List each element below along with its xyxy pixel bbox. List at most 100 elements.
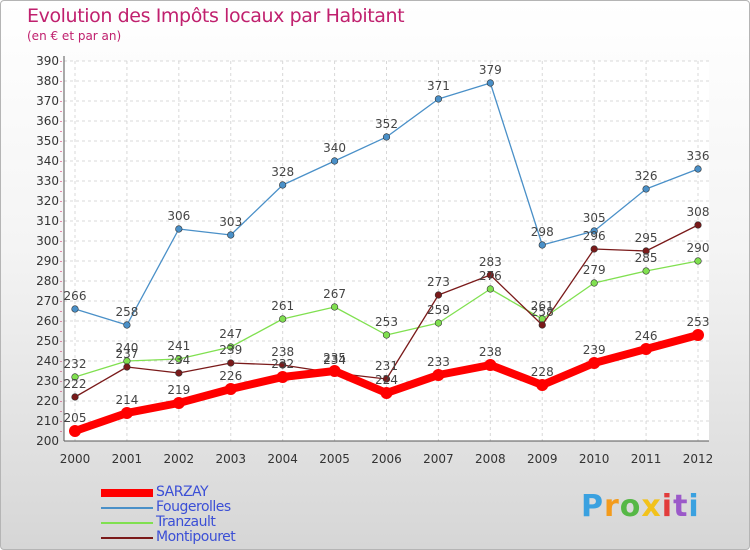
y-tick-label: 330 [36,174,59,188]
legend-swatch [101,507,153,509]
legend-item-fougerolles[interactable]: Fougerolles [101,499,301,515]
data-point [224,383,237,395]
logo-letter: i [661,489,674,524]
data-point [642,185,650,193]
data-label: 258 [531,305,554,319]
data-point [120,407,133,419]
y-tick-label: 300 [36,234,59,248]
data-label: 238 [271,345,294,359]
data-label: 379 [479,63,502,77]
legend-item-montipouret[interactable]: Montipouret [101,529,301,545]
data-point [227,343,235,351]
data-label: 238 [479,345,502,359]
y-tick-label: 370 [36,94,59,108]
data-label: 267 [323,287,346,301]
data-point [640,343,653,355]
y-tick-label: 200 [36,434,59,448]
data-point [486,285,494,293]
data-point [279,361,287,369]
legend-swatch [101,537,153,539]
y-tick-label: 350 [36,134,59,148]
logo-letter: i [688,489,700,524]
data-label: 326 [635,169,658,183]
data-label: 234 [323,353,346,367]
y-tick-label: 290 [36,254,59,268]
data-label: 234 [167,353,190,367]
data-label: 228 [531,365,554,379]
data-label: 224 [375,373,398,387]
data-point [694,165,702,173]
logo-letter: P [581,489,604,524]
data-label: 279 [583,263,606,277]
data-point [590,279,598,287]
data-label: 371 [427,79,450,93]
data-label: 285 [635,251,658,265]
y-tick-label: 320 [36,194,59,208]
data-point [536,379,549,391]
legend-label: Tranzault [156,514,216,530]
proxiti-logo: Proxiti [581,489,700,524]
legend: SARZAY Fougerolles Tranzault Montipouret [101,484,301,545]
data-label: 231 [375,359,398,373]
logo-letter: t [673,489,689,524]
legend-swatch [101,522,153,524]
chart-title: Evolution des Impôts locaux par Habitant [27,5,405,27]
data-label: 266 [64,289,87,303]
data-label: 247 [219,327,242,341]
data-point [380,387,393,399]
legend-item-sarzay[interactable]: SARZAY [101,484,301,500]
data-label: 239 [219,343,242,357]
data-point [590,245,598,253]
logo-letter: r [604,489,620,524]
data-label: 290 [687,241,710,255]
x-tick-label: 2012 [683,452,714,466]
legend-swatch [101,489,153,497]
x-tick-label: 2005 [319,452,350,466]
chart-subtitle: (en € et par an) [27,29,122,43]
y-tick-label: 260 [36,314,59,328]
x-tick-label: 2000 [60,452,91,466]
data-point [382,331,391,339]
x-tick-label: 2008 [475,452,506,466]
y-tick-label: 230 [36,374,59,388]
data-point [123,321,131,329]
data-point [642,247,650,255]
data-point [276,371,289,383]
y-tick-label: 240 [36,354,59,368]
data-point [330,157,339,165]
data-label: 226 [219,369,242,383]
y-tick-label: 220 [36,394,59,408]
x-tick-label: 2002 [164,452,195,466]
y-tick-label: 390 [36,54,59,68]
data-label: 253 [375,315,398,329]
data-point [486,79,494,87]
logo-letter: o [619,489,642,524]
legend-item-tranzault[interactable]: Tranzault [101,514,301,530]
y-tick-label: 280 [36,274,59,288]
data-label: 276 [479,269,502,283]
data-label: 253 [687,315,710,329]
x-tick-label: 2001 [112,452,143,466]
legend-label: Fougerolles [156,499,231,515]
logo-letter: x [641,489,662,524]
y-tick-label: 360 [36,114,59,128]
data-point [328,365,341,377]
data-point [382,133,391,141]
data-label: 240 [115,341,138,355]
data-label: 258 [115,305,138,319]
data-label: 283 [479,255,502,269]
data-label: 295 [635,231,658,245]
data-point [71,305,79,313]
data-point [642,267,650,275]
data-label: 232 [64,357,87,371]
y-tick-label: 380 [36,74,59,88]
data-point [175,355,183,363]
data-point [279,181,287,189]
data-label: 222 [64,377,87,391]
data-point [432,369,445,381]
data-label: 296 [583,229,606,243]
data-point [434,319,443,327]
data-point [71,393,79,401]
legend-label: SARZAY [156,484,209,500]
